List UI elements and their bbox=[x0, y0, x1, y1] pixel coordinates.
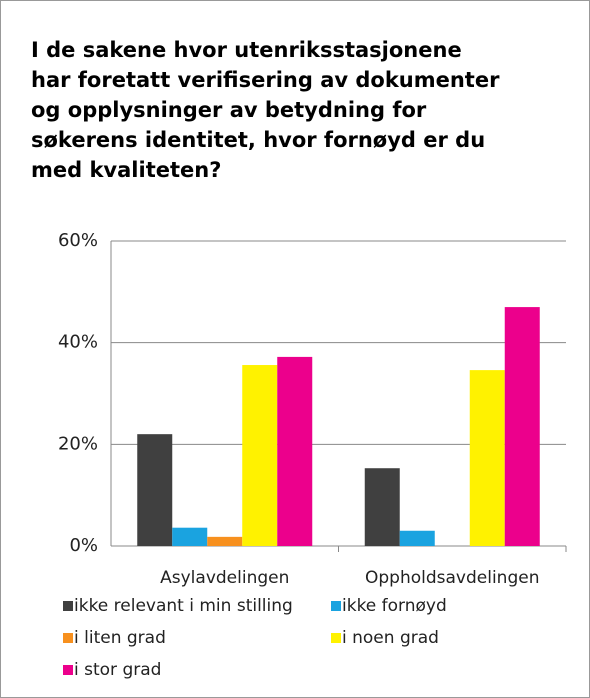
bar bbox=[504, 307, 540, 546]
y-tick-label: 0% bbox=[69, 535, 98, 556]
legend-swatch bbox=[63, 665, 73, 675]
bar bbox=[172, 527, 208, 546]
y-tick-label: 40% bbox=[58, 332, 98, 353]
bar bbox=[364, 468, 400, 546]
x-tick-label: Oppholdsavdelingen bbox=[365, 568, 539, 588]
legend-label: ikke fornøyd bbox=[342, 596, 447, 616]
legend-swatch bbox=[331, 601, 341, 611]
legend-swatch bbox=[63, 601, 73, 611]
legend-label: i stor grad bbox=[74, 660, 161, 680]
bar bbox=[469, 370, 505, 546]
legend-label: i noen grad bbox=[342, 628, 439, 648]
legend-swatch bbox=[63, 633, 73, 643]
bar bbox=[399, 530, 435, 546]
legend-label: ikke relevant i min stilling bbox=[74, 596, 293, 616]
legend-label: i liten grad bbox=[74, 628, 166, 648]
bar bbox=[137, 434, 173, 546]
bar bbox=[277, 356, 313, 546]
y-tick-label: 20% bbox=[58, 433, 98, 454]
chart-title: I de sakene hvor utenriksstasjonene har … bbox=[31, 38, 500, 182]
bar bbox=[242, 365, 278, 546]
x-tick-label: Asylavdelingen bbox=[160, 568, 289, 588]
legend-swatch bbox=[331, 633, 341, 643]
y-tick-label: 60% bbox=[58, 230, 98, 251]
bar bbox=[207, 536, 243, 546]
